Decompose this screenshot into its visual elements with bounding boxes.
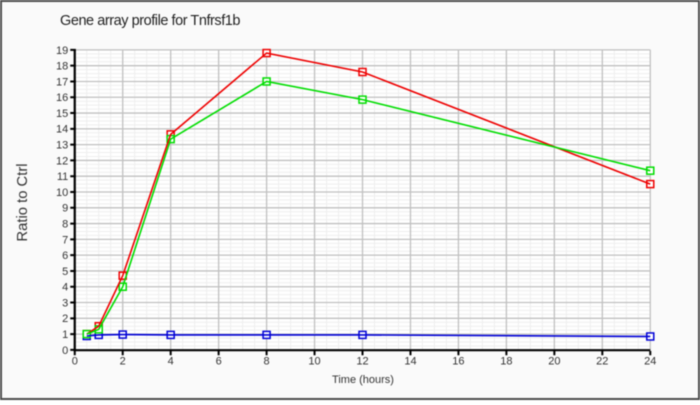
- svg-text:3: 3: [62, 297, 68, 309]
- svg-text:Gene array profile for Tnfrsf1: Gene array profile for Tnfrsf1b: [60, 13, 240, 29]
- svg-text:20: 20: [548, 356, 560, 368]
- svg-text:10: 10: [56, 187, 68, 199]
- svg-text:9: 9: [62, 203, 68, 215]
- svg-text:8: 8: [264, 356, 270, 368]
- svg-text:16: 16: [56, 92, 68, 104]
- svg-text:18: 18: [500, 356, 512, 368]
- svg-text:1: 1: [62, 329, 68, 341]
- svg-text:10: 10: [308, 356, 320, 368]
- svg-text:12: 12: [356, 356, 368, 368]
- svg-text:6: 6: [62, 250, 68, 262]
- svg-text:14: 14: [404, 356, 416, 368]
- svg-text:4: 4: [168, 356, 174, 368]
- svg-text:19: 19: [56, 45, 68, 57]
- svg-text:0: 0: [62, 345, 68, 357]
- svg-text:17: 17: [56, 76, 68, 88]
- svg-text:14: 14: [56, 124, 68, 136]
- svg-text:16: 16: [452, 356, 464, 368]
- svg-text:2: 2: [120, 356, 126, 368]
- svg-text:Time (hours): Time (hours): [332, 374, 394, 386]
- svg-text:7: 7: [62, 234, 68, 246]
- svg-text:2: 2: [62, 313, 68, 325]
- svg-text:5: 5: [62, 266, 68, 278]
- svg-text:15: 15: [56, 108, 68, 120]
- svg-text:18: 18: [56, 61, 68, 73]
- svg-text:8: 8: [62, 218, 68, 230]
- svg-text:11: 11: [57, 171, 68, 183]
- svg-text:12: 12: [56, 155, 68, 167]
- svg-text:0: 0: [72, 356, 78, 368]
- svg-text:13: 13: [56, 140, 68, 152]
- svg-text:6: 6: [216, 356, 222, 368]
- svg-text:4: 4: [62, 282, 68, 294]
- svg-text:Ratio to Ctrl: Ratio to Ctrl: [15, 163, 31, 241]
- svg-text:22: 22: [596, 356, 608, 368]
- svg-text:24: 24: [644, 356, 656, 368]
